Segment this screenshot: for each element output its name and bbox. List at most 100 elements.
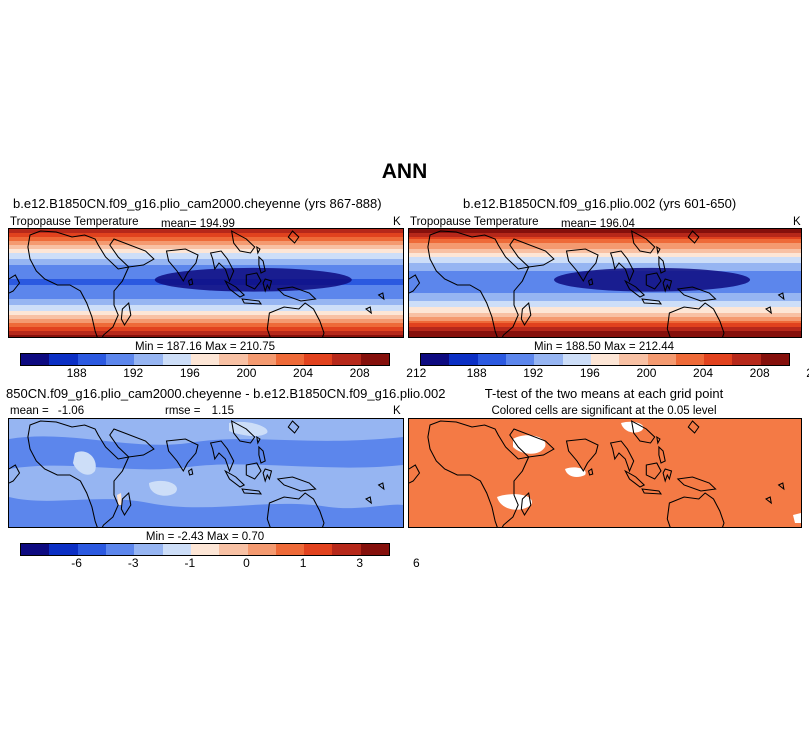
- contour-band: [9, 263, 403, 266]
- contour-band: [9, 317, 403, 320]
- colorbar-swatch: [219, 354, 248, 365]
- contour-band: [409, 311, 801, 314]
- contour-band: [409, 253, 801, 256]
- colorbar-diff: [20, 543, 390, 556]
- contour-band: [409, 255, 801, 258]
- minmax-right: Min = 188.50 Max = 212.44: [533, 341, 674, 353]
- diff-minmax: Min = -2.43 Max = 0.70: [145, 531, 265, 543]
- colorbar-tick-label: 0: [243, 556, 250, 570]
- colorbar-tick-label: 192: [123, 366, 144, 380]
- contour-band: [9, 313, 403, 316]
- contour-band: [409, 243, 801, 246]
- map-plot-diff: [9, 419, 403, 527]
- colorbar-swatch: [190, 544, 220, 555]
- colorbar-tick-label: 188: [466, 366, 487, 380]
- contour-band: [409, 313, 801, 316]
- cold-core: [554, 267, 751, 292]
- colorbar-swatch: [421, 354, 450, 365]
- contour-band: [9, 247, 403, 250]
- mean-text-left: mean=: [161, 218, 197, 230]
- contour-band: [9, 265, 403, 268]
- contour-band: [409, 319, 801, 322]
- colorbar-right: [420, 353, 790, 366]
- map-plot-top-left: [9, 229, 403, 337]
- contour-band: [409, 291, 801, 294]
- minmax-left: Min = 187.16 Max = 210.75: [134, 341, 275, 353]
- colorbar-swatch: [449, 354, 478, 365]
- diff-rmse-label: rmse = 1.15: [165, 405, 234, 417]
- contour-band: [9, 289, 403, 292]
- contour-band: [409, 239, 801, 242]
- contour-band: [9, 243, 403, 246]
- colorbar-swatch: [275, 354, 305, 365]
- colorbar-tick-label: 192: [523, 366, 544, 380]
- contour-band: [9, 241, 403, 244]
- mean-text-right: mean=: [561, 218, 597, 230]
- colorbar-swatch: [304, 544, 333, 555]
- diff-mean-text: mean =: [10, 405, 49, 417]
- diff-rmse-text: rmse =: [165, 405, 201, 417]
- contour-band: [9, 301, 403, 304]
- contour-band: [9, 329, 403, 332]
- map-panel-ttest: [408, 418, 802, 528]
- contour-band: [9, 235, 403, 238]
- colorbar-swatch: [304, 354, 333, 365]
- ttest-insignificant-5: [793, 513, 801, 523]
- map-plot-top-right: [409, 229, 801, 337]
- contour-band: [409, 307, 801, 310]
- ttest-significant-fill: [409, 419, 801, 527]
- contour-band: [409, 267, 801, 270]
- colorbar-swatch: [732, 354, 761, 365]
- mean-value-left: 194.99: [199, 218, 235, 230]
- contour-band: [9, 325, 403, 328]
- contour-band: [409, 265, 801, 268]
- contour-band: [9, 245, 403, 248]
- contour-band: [409, 231, 801, 234]
- map-panel-top-left: [8, 228, 404, 338]
- colorbar-swatch: [21, 544, 50, 555]
- map-panel-diff: [8, 418, 404, 528]
- contour-band: [409, 289, 801, 292]
- contour-band: [9, 319, 403, 322]
- contour-band: [409, 335, 801, 337]
- contour-band: [9, 303, 403, 306]
- contour-band: [9, 315, 403, 318]
- colorbar-swatch: [162, 354, 191, 365]
- colorbar-swatch: [562, 354, 591, 365]
- colorbar-tick-label: 196: [179, 366, 200, 380]
- diff-patch-1: [229, 421, 268, 437]
- contour-band: [9, 249, 403, 252]
- units-right: K: [793, 216, 801, 228]
- colorbar-swatch: [49, 354, 78, 365]
- contour-band: [409, 323, 801, 326]
- colorbar-swatch: [247, 544, 276, 555]
- contour-band: [409, 247, 801, 250]
- mean-value-right: 196.04: [599, 218, 635, 230]
- mean-label-left: mean= 194.99: [161, 218, 235, 230]
- contour-band: [409, 245, 801, 248]
- contour-band: [409, 303, 801, 306]
- cold-core: [154, 267, 352, 292]
- colorbar-swatch: [105, 354, 135, 365]
- colorbar-swatch: [247, 354, 276, 365]
- colorbar-swatch: [190, 354, 220, 365]
- colorbar-tick-label: 204: [693, 366, 714, 380]
- contour-band: [9, 261, 403, 264]
- map-panel-top-right: [408, 228, 802, 338]
- contour-band: [9, 291, 403, 294]
- contour-band: [9, 321, 403, 324]
- colorbar-tick-label: 1: [299, 556, 307, 570]
- colorbar-swatch: [134, 354, 163, 365]
- contour-band: [409, 315, 801, 318]
- diff-band-1: [9, 436, 403, 470]
- case-title-left: b.e12.B1850CN.f09_g16.plio_cam2000.cheye…: [13, 196, 382, 211]
- colorbar-swatch: [134, 544, 163, 555]
- colorbar-swatch: [162, 544, 191, 555]
- colorbar-tick-label: 208: [749, 366, 770, 380]
- figure-title: ANN: [381, 160, 428, 183]
- contour-band: [9, 251, 403, 254]
- contour-band: [409, 257, 801, 260]
- contour-band: [9, 255, 403, 258]
- colorbar-swatch: [590, 354, 620, 365]
- variable-label-left: Tropopause Temperature: [10, 216, 139, 228]
